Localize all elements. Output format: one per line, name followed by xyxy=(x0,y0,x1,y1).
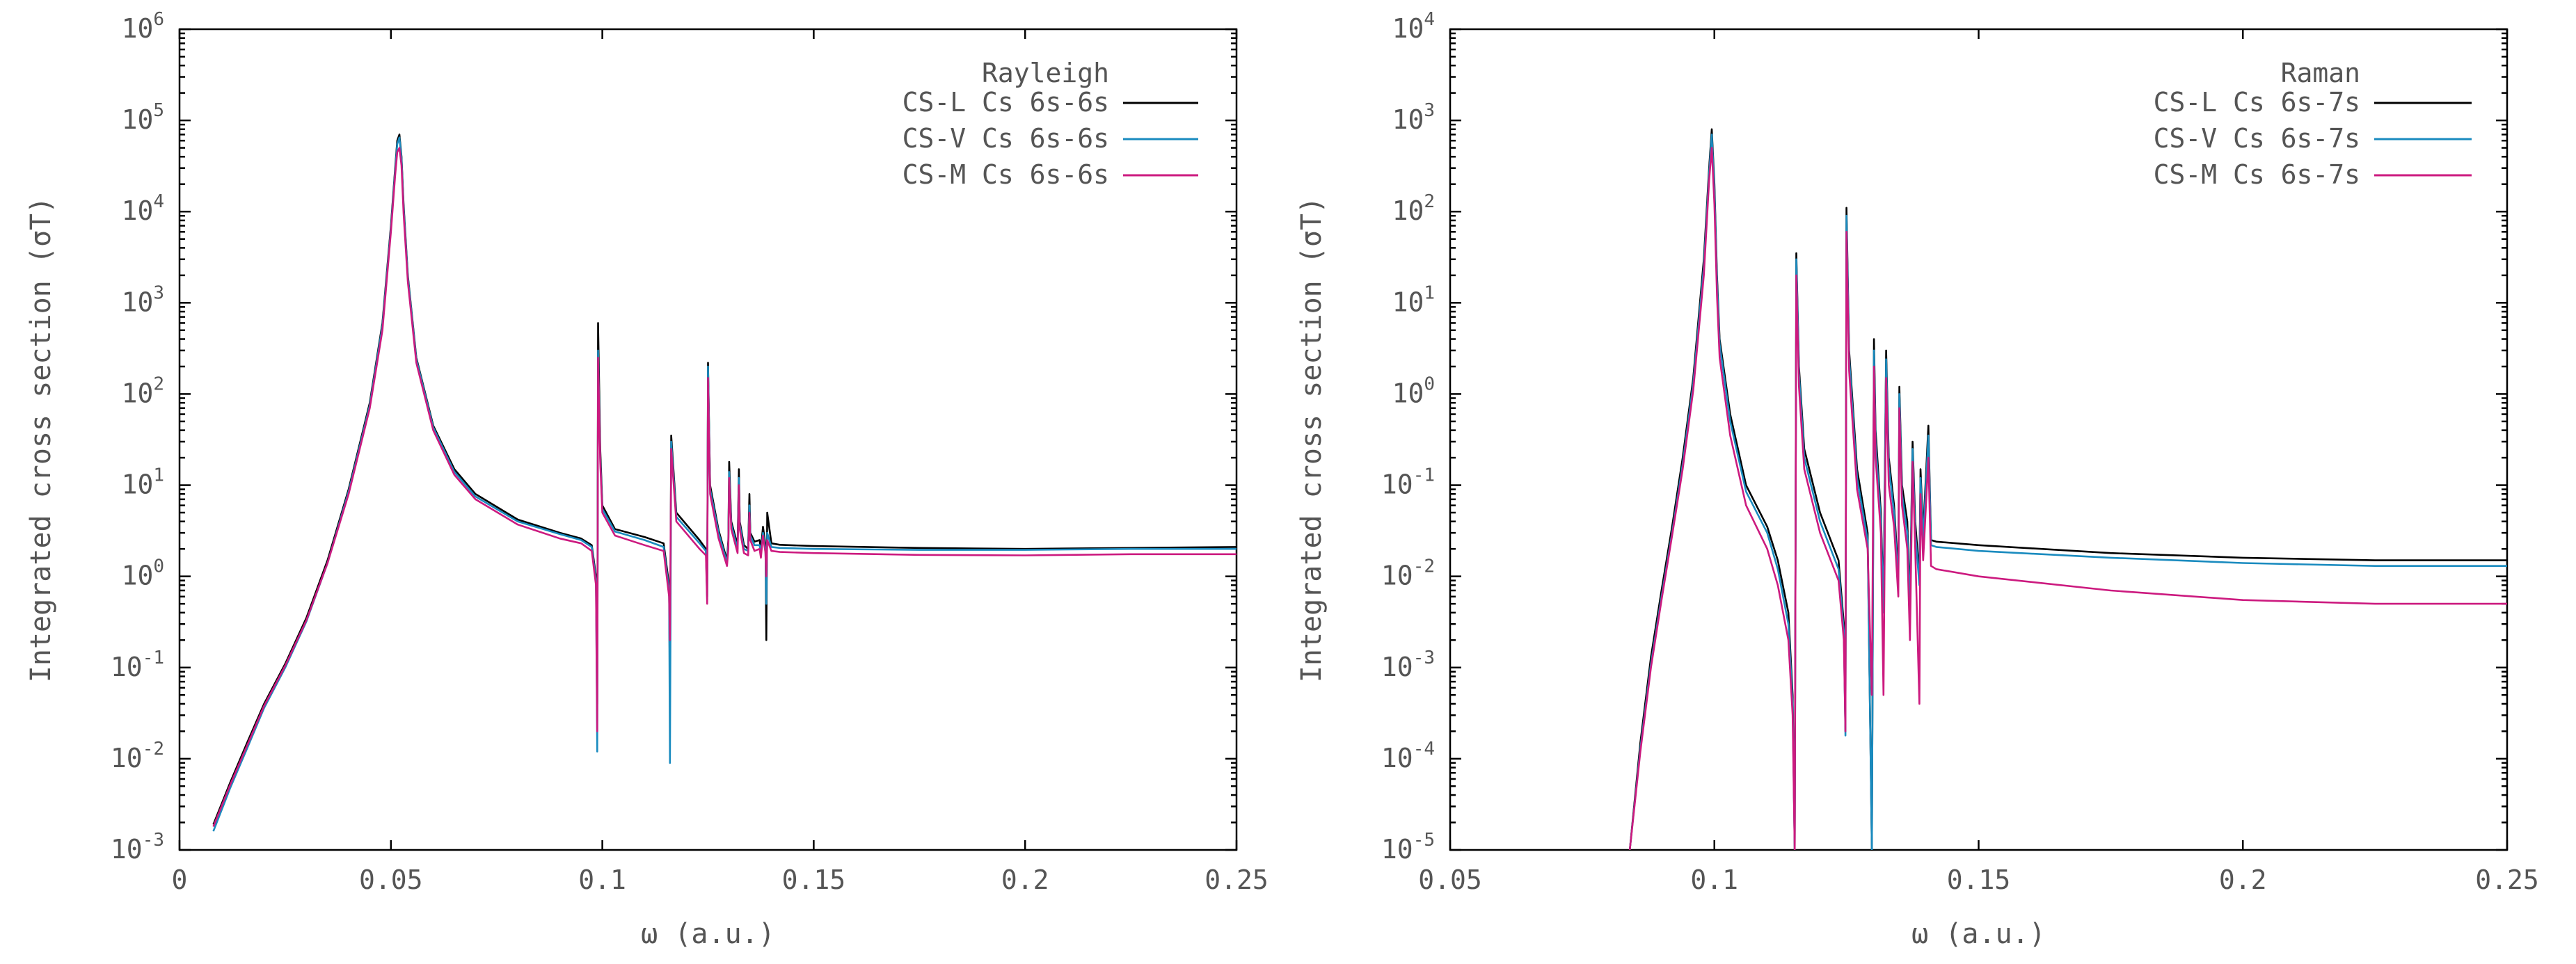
y-tick-label: 10-4 xyxy=(1381,739,1435,773)
series-line xyxy=(1628,134,2507,850)
y-tick-label: 104 xyxy=(122,191,164,226)
legend-entry-label: CS-L Cs 6s-6s xyxy=(903,87,1109,118)
legend-entry-label: CS-V Cs 6s-7s xyxy=(2154,123,2360,154)
y-tick-label: 10-2 xyxy=(1381,556,1435,591)
legend-title: Rayleigh xyxy=(982,58,1109,88)
x-tick-label: 0.25 xyxy=(2475,865,2539,895)
x-tick-label: 0.05 xyxy=(359,865,423,895)
y-tick-label: 100 xyxy=(122,556,164,591)
y-axis-label: Integrated cross section (σT) xyxy=(25,197,57,682)
legend-entry-label: CS-M Cs 6s-7s xyxy=(2154,159,2360,190)
rayleigh-panel: 0 0.05 0.1 0.15 0.2 0.25 10-3 10-2 10-1 100 101 102… xyxy=(25,9,1269,950)
y-tick-label: 10-3 xyxy=(111,830,164,865)
y-tick-label: 104 xyxy=(1392,9,1435,44)
x-tick-label: 0.05 xyxy=(1418,865,1482,895)
x-tick-label: 0.1 xyxy=(1690,865,1738,895)
series-line xyxy=(1628,128,2507,850)
y-tick-label: 105 xyxy=(122,100,164,135)
plot-frame xyxy=(178,28,1238,851)
legend-entry-label: CS-L Cs 6s-7s xyxy=(2154,87,2360,118)
x-axis-label: ω (a.u.) xyxy=(641,918,775,950)
series-line xyxy=(212,147,1237,827)
y-tick-label: 101 xyxy=(1392,282,1435,317)
legend-entry-label: CS-V Cs 6s-6s xyxy=(903,123,1109,154)
x-tick-label: 0.25 xyxy=(1204,865,1269,895)
legend-entry-label: CS-M Cs 6s-6s xyxy=(903,159,1109,190)
series-line xyxy=(1628,147,2507,850)
y-tick-label: 102 xyxy=(122,373,164,408)
y-tick-label: 10-1 xyxy=(1381,465,1435,500)
series-line xyxy=(212,136,1237,832)
y-tick-label: 10-1 xyxy=(111,648,164,682)
y-tick-label: 102 xyxy=(1392,191,1435,226)
x-tick-label: 0.1 xyxy=(578,865,626,895)
x-tick-label: 0.2 xyxy=(2219,865,2267,895)
x-tick-label: 0.2 xyxy=(1001,865,1049,895)
x-axis-label: ω (a.u.) xyxy=(1911,918,2046,950)
y-tick-label: 101 xyxy=(122,465,164,500)
x-tick-label: 0 xyxy=(172,865,188,895)
y-tick-label: 10-3 xyxy=(1381,648,1435,682)
y-tick-label: 103 xyxy=(122,282,164,317)
y-tick-label: 100 xyxy=(1392,373,1435,408)
y-tick-label: 10-5 xyxy=(1381,830,1435,865)
legend-title: Raman xyxy=(2281,58,2360,88)
y-tick-label: 103 xyxy=(1392,100,1435,135)
y-tick-label: 10-2 xyxy=(111,739,164,773)
x-tick-label: 0.15 xyxy=(782,865,846,895)
x-tick-label: 0.15 xyxy=(1947,865,2011,895)
y-axis-label: Integrated cross section (σT) xyxy=(1296,197,1328,682)
raman-panel: 0.05 0.1 0.15 0.2 0.25 10-5 10-4 10-3 10-2 10-1 10… xyxy=(1296,9,2539,950)
y-tick-label: 106 xyxy=(122,9,164,44)
series-line xyxy=(212,134,1237,825)
